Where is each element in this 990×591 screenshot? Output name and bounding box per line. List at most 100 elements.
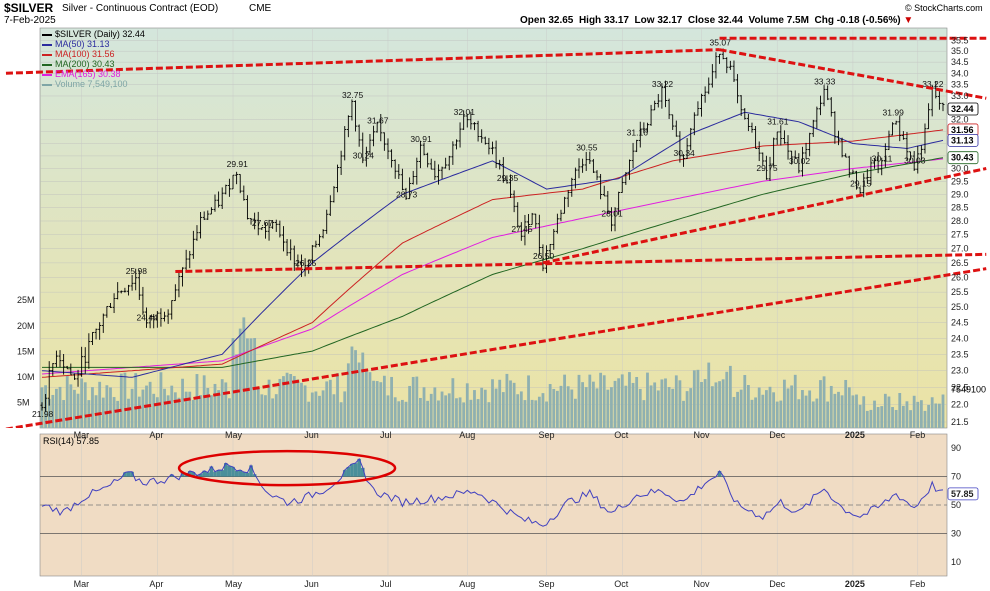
legend-swatch (42, 43, 52, 46)
price-tick-label: 27.5 (951, 230, 969, 240)
volume-bar (555, 390, 559, 428)
volume-bar (458, 397, 462, 428)
volume-tick-label: 15M (17, 346, 35, 356)
volume-bar (941, 394, 945, 428)
high-value: 33.17 (603, 15, 629, 26)
legend-item: MA(50) 31.13 (42, 39, 110, 49)
month-label: Feb (910, 430, 926, 440)
price-annotation: 32.01 (454, 107, 476, 117)
volume-bar (130, 388, 134, 428)
price-tick-label: 24.0 (951, 333, 969, 343)
volume-bar (919, 400, 923, 428)
stockcharts-credit: © StockCharts.com (905, 3, 983, 13)
volume-bar (855, 394, 858, 428)
volume-bar (876, 407, 880, 428)
volume-bar (325, 381, 329, 428)
volume-bar (783, 379, 786, 428)
volume-bar (566, 386, 570, 428)
volume-bar (98, 381, 102, 428)
volume-bar (649, 385, 653, 428)
volume-bar (768, 386, 772, 428)
volume-bar (718, 381, 721, 428)
volume-bar (746, 385, 750, 428)
price-tick-label: 29.0 (951, 189, 969, 199)
price-annotation: 31.99 (883, 108, 905, 118)
volume-bar (916, 401, 920, 428)
volume-bar (700, 381, 703, 428)
volume-bar (912, 395, 916, 428)
volume-bar (491, 379, 494, 428)
volume-bar (934, 403, 938, 428)
price-tick-label: 34.0 (951, 68, 969, 78)
legend-item: MA(200) 30.43 (42, 59, 115, 69)
volume-bar (271, 398, 275, 428)
ma50-line (41, 111, 944, 378)
volume-bar (905, 401, 909, 428)
volume-bar (73, 389, 76, 428)
volume-bar (660, 379, 664, 428)
volume-bar (739, 389, 743, 428)
volume-bar (415, 376, 419, 428)
price-annotation: 28.01 (601, 209, 623, 219)
price-annotation: 29.15 (850, 178, 872, 188)
legend-item: MA(100) 31.56 (42, 49, 115, 59)
volume-bar (487, 402, 491, 428)
low-value: 32.17 (657, 15, 683, 26)
volume-bar (357, 362, 361, 428)
volume-bar (321, 390, 325, 428)
volume-bar (570, 389, 574, 428)
volume-bar (300, 382, 303, 428)
price-tick-label: 25.0 (951, 302, 969, 312)
volume-bar (238, 328, 242, 428)
price-tick-label: 26.0 (951, 272, 969, 282)
volume-bar (635, 377, 639, 428)
volume-bar (707, 362, 711, 428)
price-tick-label: 23.5 (951, 349, 969, 359)
price-tick-label: 35.0 (951, 46, 969, 56)
volume-bar (592, 381, 595, 428)
volume-bar (422, 387, 426, 428)
price-tick-label: 28.0 (951, 216, 969, 226)
volume-bar (217, 390, 220, 428)
right-value-box (947, 133, 979, 147)
volume-bar (202, 375, 206, 428)
chart-header: $SILVER Silver - Continuous Contract (EO… (0, 0, 990, 26)
volume-bar (213, 383, 217, 428)
volume-bar (58, 386, 62, 428)
month-label: May (225, 430, 243, 440)
volume-bar (206, 388, 210, 428)
volume-bar (559, 385, 563, 428)
volume-bar (426, 400, 430, 428)
legend-swatch (42, 53, 52, 56)
volume-bar (199, 395, 202, 428)
volume-bar (721, 379, 725, 428)
price-annotation: 32.75 (342, 90, 364, 100)
volume-bar (862, 396, 866, 428)
volume-bar (447, 393, 451, 428)
volume-bar (552, 388, 556, 428)
volume-bar (274, 394, 278, 428)
legend-item: Volume 7,549,100 (42, 79, 128, 89)
volume-bar (880, 406, 884, 428)
month-label: Aug (459, 579, 475, 589)
ma200-line (42, 157, 944, 368)
ema165-line (41, 158, 944, 375)
volume-bar (743, 375, 747, 428)
volume-bar (231, 338, 235, 428)
trendline (542, 167, 987, 265)
volume-bar (181, 378, 184, 428)
volume-bar (624, 385, 628, 428)
price-annotation: 29.75 (756, 163, 778, 173)
volume-bar (390, 376, 393, 428)
volume-bar (548, 384, 552, 428)
volume-last-label: 7549100 (951, 385, 986, 395)
legend-item: EMA(165) 30.38 (42, 69, 121, 79)
volume-bar (819, 380, 822, 428)
rsi-value-box (947, 487, 979, 501)
volume-bar (483, 389, 487, 428)
rsi-tick-label: 70 (951, 472, 961, 482)
volume-bar (220, 379, 224, 428)
volume-bar (76, 393, 80, 428)
month-label: Oct (614, 430, 629, 440)
volume-bar (361, 352, 365, 428)
